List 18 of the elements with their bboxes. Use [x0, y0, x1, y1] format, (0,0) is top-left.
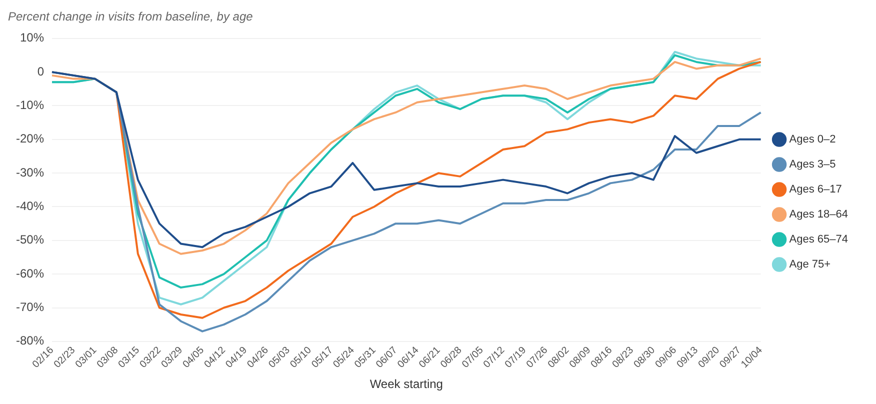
- y-tick-label: 10%: [20, 30, 44, 45]
- y-tick-label: -10%: [16, 98, 44, 112]
- x-axis-title: Week starting: [370, 377, 443, 392]
- y-tick-label: -60%: [16, 266, 44, 280]
- chart-title: Percent change in visits from baseline, by age: [8, 10, 254, 24]
- y-tick-label: -50%: [16, 232, 44, 247]
- legend-label: Ages 65–74: [789, 234, 848, 246]
- legend-label: Ages 0–2: [789, 134, 836, 146]
- legend-label: Ages 6–17: [789, 184, 842, 196]
- legend-label: Ages 3–5: [789, 158, 836, 171]
- y-tick-label: 0: [37, 64, 44, 78]
- y-tick-label: -40%: [16, 199, 44, 214]
- y-tick-label: -20%: [16, 132, 44, 146]
- y-tick-label: -30%: [16, 165, 44, 180]
- y-tick-label: -80%: [16, 334, 44, 348]
- legend-label: Age 75+: [789, 258, 831, 271]
- y-tick-label: -70%: [16, 300, 44, 314]
- legend-label: Ages 18–64: [789, 208, 848, 221]
